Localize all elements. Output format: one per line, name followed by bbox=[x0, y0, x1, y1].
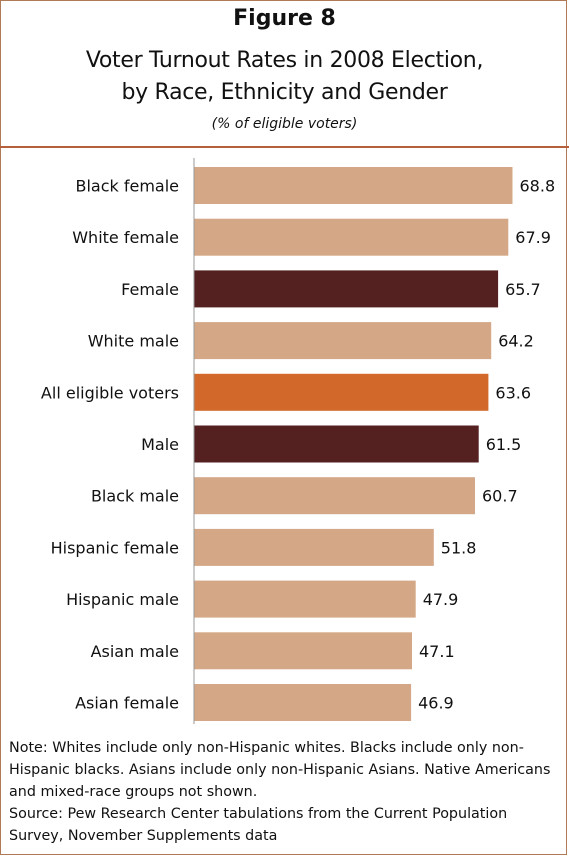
bar-hispanic-male bbox=[194, 580, 416, 618]
value-label: 47.9 bbox=[423, 590, 459, 609]
value-label: 47.1 bbox=[419, 642, 455, 661]
header-divider bbox=[0, 146, 569, 148]
chart-subtitle: (% of eligible voters) bbox=[211, 116, 358, 132]
bar-hispanic-female bbox=[194, 528, 434, 566]
category-label: Hispanic male bbox=[66, 590, 179, 609]
value-label: 68.8 bbox=[520, 177, 556, 196]
bar-chart: Black female 68.8 White female 67.9 Female 65… bbox=[41, 158, 555, 724]
bar-male bbox=[194, 425, 479, 463]
bar-black-female bbox=[194, 167, 513, 204]
value-label: 46.9 bbox=[418, 694, 454, 713]
bar-all-eligible-voters bbox=[194, 373, 489, 411]
chart-title-line-1: Voter Turnout Rates in 2008 Election, bbox=[85, 48, 484, 73]
category-label: Hispanic female bbox=[51, 538, 179, 557]
category-label: White female bbox=[72, 228, 179, 247]
value-label: 65.7 bbox=[505, 280, 541, 299]
value-label: 64.2 bbox=[498, 332, 534, 351]
chart-title-line-2: by Race, Ethnicity and Gender bbox=[121, 80, 448, 105]
note-text: Note: Whites include only non-Hispanic w… bbox=[9, 740, 551, 800]
bar-black-male bbox=[194, 477, 475, 515]
value-label: 60.7 bbox=[482, 487, 518, 506]
bar-white-female bbox=[194, 218, 509, 256]
category-label: Female bbox=[121, 280, 179, 299]
value-label: 63.6 bbox=[495, 383, 531, 402]
bar-female bbox=[194, 270, 499, 308]
value-label: 61.5 bbox=[486, 435, 522, 454]
category-label: White male bbox=[88, 332, 179, 351]
category-label: Asian male bbox=[91, 642, 179, 661]
category-label: Asian female bbox=[75, 694, 179, 713]
category-label: Male bbox=[141, 435, 179, 454]
figure-header: Figure 8 Voter Turnout Rates in 2008 Ele… bbox=[0, 0, 569, 147]
category-label: All eligible voters bbox=[41, 383, 179, 402]
bars-layer: Black female 68.8 White female 67.9 Female 65… bbox=[41, 167, 555, 721]
bar-asian-male bbox=[194, 632, 412, 670]
value-label: 67.9 bbox=[515, 228, 551, 247]
figure-notes: Note: Whites include only non-Hispanic w… bbox=[9, 737, 563, 847]
category-label: Black male bbox=[91, 487, 179, 506]
bar-white-male bbox=[194, 322, 492, 360]
source-text: Source: Pew Research Center tabulations … bbox=[9, 806, 508, 844]
category-label: Black female bbox=[75, 177, 179, 196]
value-label: 51.8 bbox=[441, 538, 477, 557]
figure-label: Figure 8 bbox=[233, 6, 336, 31]
bar-asian-female bbox=[194, 684, 412, 721]
